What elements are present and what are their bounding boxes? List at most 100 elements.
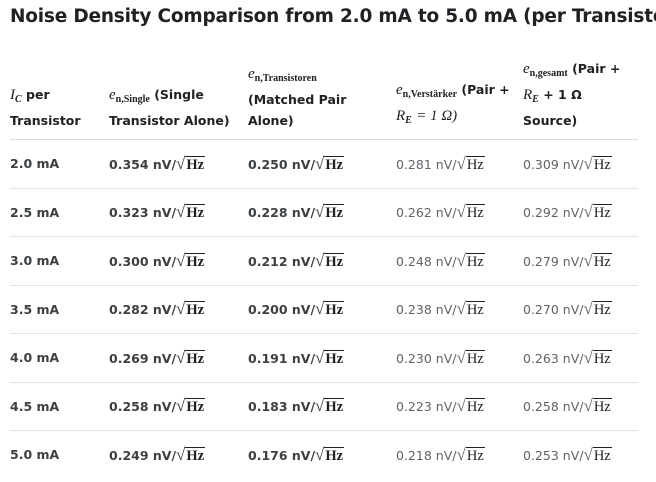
unit: nV/ [291, 302, 316, 318]
value: 0.230 [396, 350, 432, 366]
header-cell: en,Transistoren (Matched Pair Alone) [248, 58, 396, 140]
value: 0.258 [523, 399, 559, 415]
header-text: per Transistor [10, 87, 81, 128]
radical: √ [456, 202, 466, 222]
unit: nV/ [562, 302, 584, 318]
cell: 0.323 nV/√Hz [109, 188, 248, 237]
unit: nV/ [435, 253, 457, 269]
radicand: Hz [324, 301, 345, 319]
cell: 0.228 nV/√Hz [248, 188, 396, 237]
header-symbol: e [523, 61, 530, 77]
radical: √ [176, 250, 186, 270]
unit: nV/ [152, 156, 177, 172]
value: 0.212 [248, 253, 288, 269]
radical: √ [176, 347, 186, 367]
radical: √ [176, 153, 186, 173]
radical: √ [176, 444, 186, 464]
unit: nV/ [152, 205, 177, 221]
unit: nV/ [291, 447, 316, 463]
unit: nV/ [152, 447, 177, 463]
radical: √ [315, 444, 325, 464]
radicand: Hz [185, 301, 206, 319]
radicand: Hz [465, 155, 485, 173]
unit: nV/ [435, 350, 457, 366]
unit: nV/ [435, 156, 457, 172]
unit: nV/ [435, 302, 457, 318]
value: 0.323 [109, 205, 149, 221]
radical: √ [176, 396, 186, 416]
cell: 0.269 nV/√Hz [109, 333, 248, 383]
cell: 0.282 nV/√Hz [109, 285, 248, 334]
unit: nV/ [291, 156, 316, 172]
header-subscript: n,Transistoren [254, 73, 317, 84]
header-cell: IC per Transistor [10, 58, 109, 140]
radicand: Hz [592, 398, 612, 416]
radical: √ [315, 396, 325, 416]
unit: nV/ [562, 205, 584, 221]
radicand: Hz [324, 446, 345, 464]
cell: 0.279 nV/√Hz [523, 236, 638, 286]
radical: √ [315, 299, 325, 319]
current-label: 4.5 mA [10, 398, 60, 414]
header-symbol: e [248, 66, 255, 82]
title: Noise Density Comparison from 2.0 mA to … [10, 6, 656, 27]
radicand: Hz [592, 252, 612, 270]
radical: √ [456, 299, 466, 319]
row: 3.0 mA 0.300 nV/√Hz 0.212 nV/√Hz 0.248 nV/√… [10, 236, 638, 286]
radicand: Hz [324, 398, 345, 416]
current-label: 3.5 mA [10, 301, 60, 317]
radicand: Hz [185, 398, 206, 416]
header-text: (Pair + [461, 82, 510, 97]
cell: 0.249 nV/√Hz [109, 431, 248, 479]
cell: 0.309 nV/√Hz [523, 139, 638, 189]
radical: √ [315, 347, 325, 367]
current-label: 3.0 mA [10, 253, 60, 269]
radicand: Hz [185, 155, 206, 173]
radicand: Hz [465, 446, 485, 464]
cell: 4.0 mA [10, 333, 109, 383]
cell: 0.230 nV/√Hz [396, 333, 523, 383]
row: 3.5 mA 0.282 nV/√Hz 0.200 nV/√Hz 0.238 nV/√… [10, 285, 638, 334]
cell: 2.5 mA [10, 188, 109, 237]
value: 0.200 [248, 302, 288, 318]
value: 0.354 [109, 156, 149, 172]
value: 0.250 [248, 156, 288, 172]
cell: 0.223 nV/√Hz [396, 382, 523, 431]
radical: √ [456, 153, 466, 173]
unit: nV/ [152, 399, 177, 415]
unit: nV/ [291, 350, 316, 366]
unit: nV/ [562, 399, 584, 415]
current-label: 2.5 mA [10, 204, 60, 220]
cell: 0.270 nV/√Hz [523, 285, 638, 334]
value: 0.279 [523, 253, 559, 269]
radicand: Hz [185, 252, 206, 270]
radicand: Hz [185, 349, 206, 367]
unit: nV/ [291, 205, 316, 221]
radical: √ [583, 444, 593, 464]
value: 0.281 [396, 156, 432, 172]
cell: 3.0 mA [10, 236, 109, 286]
unit: nV/ [291, 399, 316, 415]
row: 2.0 mA 0.354 nV/√Hz 0.250 nV/√Hz 0.281 nV/√… [10, 139, 638, 189]
cell: 0.238 nV/√Hz [396, 285, 523, 334]
header-text: (Pair + [572, 61, 621, 76]
radicand: Hz [324, 349, 345, 367]
radical: √ [583, 250, 593, 270]
unit: nV/ [291, 253, 316, 269]
header-symbol: R [396, 108, 406, 124]
header-subscript: E [405, 115, 412, 126]
cell: 0.300 nV/√Hz [109, 236, 248, 286]
header-subscript: E [532, 94, 539, 105]
header-text: = 1 Ω) [416, 108, 458, 124]
radical: √ [456, 396, 466, 416]
radical: √ [456, 444, 466, 464]
cell: 0.191 nV/√Hz [248, 333, 396, 383]
cell: 0.176 nV/√Hz [248, 431, 396, 479]
header-text: (Single Transistor Alone) [109, 87, 230, 128]
value: 0.183 [248, 399, 288, 415]
header-text: + 1 Ω Source) [523, 87, 582, 128]
cell: 5.0 mA [10, 431, 109, 479]
radicand: Hz [592, 349, 612, 367]
radicand: Hz [324, 204, 345, 222]
cell: 0.354 nV/√Hz [109, 139, 248, 189]
